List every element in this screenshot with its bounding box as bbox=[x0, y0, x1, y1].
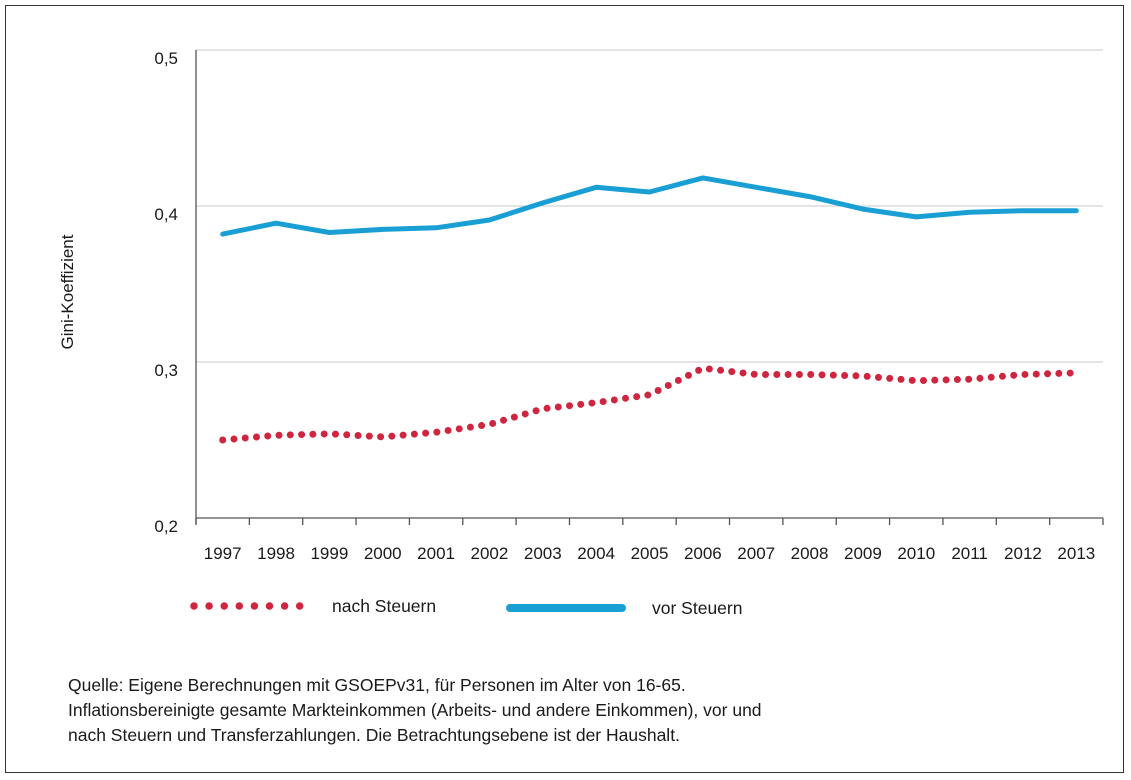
legend-label-vor-steuern: vor Steuern bbox=[652, 598, 742, 618]
x-tick-label: 2004 bbox=[577, 544, 615, 563]
y-tick-label: 0,2 bbox=[154, 517, 178, 536]
x-tick-label: 2008 bbox=[791, 544, 829, 563]
y-tick-labels: 0,2 0,3 0,4 0,5 bbox=[154, 49, 178, 536]
y-tick-label: 0,4 bbox=[154, 205, 178, 224]
source-line: Inflationsbereinigte gesamte Markteinkom… bbox=[68, 700, 762, 720]
legend-label-nach-steuern: nach Steuern bbox=[332, 596, 436, 616]
x-tick-label: 2011 bbox=[951, 544, 988, 563]
x-tick-label: 1997 bbox=[204, 544, 242, 563]
x-tick-label: 2005 bbox=[631, 544, 669, 563]
series-line-vor-steuern bbox=[220, 175, 1079, 237]
x-tick-label: 2013 bbox=[1057, 544, 1095, 563]
x-tick-label: 2010 bbox=[897, 544, 935, 563]
y-tick-label: 0,3 bbox=[154, 361, 178, 380]
x-tick-label: 1999 bbox=[310, 544, 348, 563]
source-line: nach Steuern und Transferzahlungen. Die … bbox=[68, 725, 680, 745]
source-note: Quelle: Eigene Berechnungen mit GSOEPv31… bbox=[68, 673, 828, 748]
y-axis-label: Gini-Koeffizient bbox=[58, 234, 77, 349]
x-tick-label: 2006 bbox=[684, 544, 722, 563]
x-tick-label: 2007 bbox=[737, 544, 775, 563]
chart-frame bbox=[5, 5, 1124, 773]
x-tick-label: 2001 bbox=[417, 544, 455, 563]
x-tick-label: 2002 bbox=[471, 544, 509, 563]
legend: nach Steuern vor Steuern bbox=[190, 596, 742, 618]
gridlines bbox=[196, 49, 1103, 363]
y-tick-label: 0,5 bbox=[154, 49, 178, 68]
axes bbox=[195, 50, 1104, 525]
x-tick-label: 2000 bbox=[364, 544, 402, 563]
x-tick-label: 2012 bbox=[1004, 544, 1042, 563]
series-line-nach-steuern bbox=[219, 364, 1080, 444]
series-lines bbox=[219, 175, 1080, 444]
x-tick-label: 2009 bbox=[844, 544, 882, 563]
source-line: Quelle: Eigene Berechnungen mit GSOEPv31… bbox=[68, 675, 686, 695]
x-tick-label: 2003 bbox=[524, 544, 562, 563]
x-tick-label: 1998 bbox=[257, 544, 295, 563]
x-tick-labels: 1997 1998 1999 2000 2001 2002 2003 2004 2005 2006… bbox=[204, 544, 1095, 563]
